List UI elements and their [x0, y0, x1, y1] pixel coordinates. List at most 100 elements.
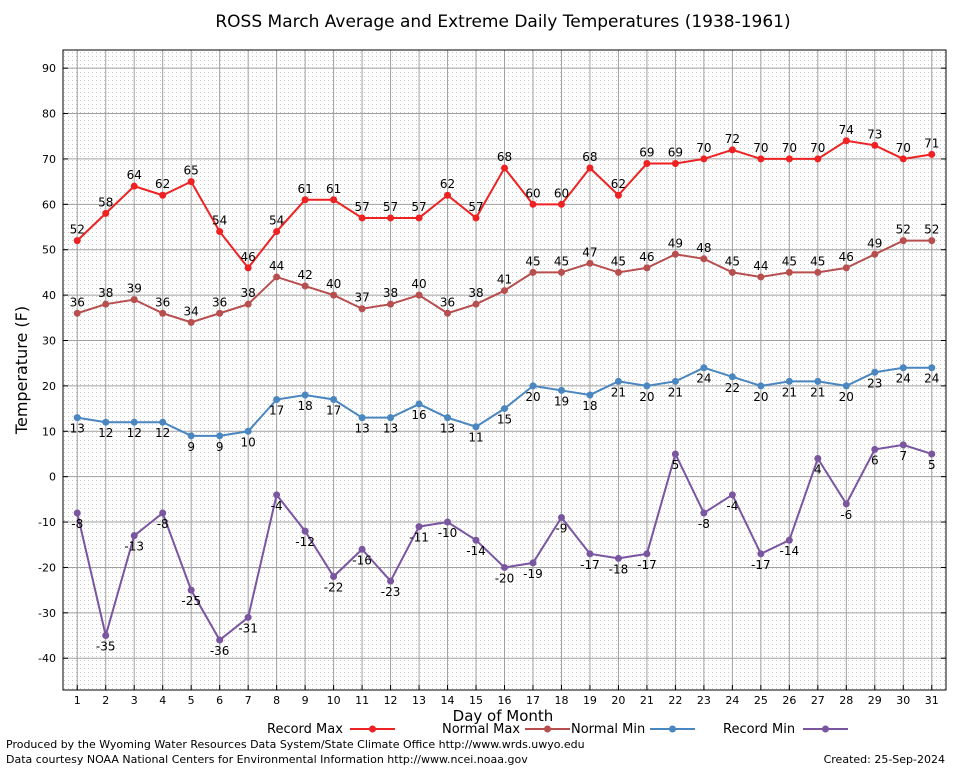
data-point	[102, 209, 110, 217]
data-point	[415, 214, 423, 222]
data-point	[130, 418, 138, 426]
data-point	[73, 309, 81, 317]
data-label: -13	[124, 540, 144, 554]
y-tick-label: 20	[42, 380, 56, 393]
data-point	[273, 396, 281, 404]
y-tick-label: 50	[42, 244, 56, 257]
data-label: 17	[269, 404, 284, 418]
footer-created-date: Created: 25-Sep-2024	[824, 753, 945, 766]
series-normal-max	[73, 237, 936, 326]
data-label: 40	[326, 277, 341, 291]
x-tick-label: 22	[668, 694, 682, 707]
data-point	[728, 268, 736, 276]
data-point	[643, 550, 651, 558]
data-label: -8	[698, 517, 710, 531]
x-tick-label: 29	[868, 694, 882, 707]
x-tick-label: 7	[245, 694, 252, 707]
data-point	[757, 550, 765, 558]
data-point	[842, 264, 850, 272]
data-label: 12	[98, 426, 113, 440]
data-point	[159, 509, 167, 517]
data-label: -10	[438, 526, 458, 540]
data-point	[130, 296, 138, 304]
y-tick-label: 0	[49, 471, 56, 484]
data-label: -22	[324, 581, 344, 595]
data-point	[501, 287, 508, 295]
data-label: 13	[440, 422, 455, 436]
data-point	[785, 155, 793, 163]
data-label: -23	[381, 585, 401, 599]
data-point	[244, 613, 252, 621]
series-record-min	[73, 441, 936, 644]
legend-item-record-max: Record Max	[267, 722, 395, 737]
data-label: 20	[639, 390, 654, 404]
x-tick-label: 8	[273, 694, 280, 707]
data-label: 24	[924, 372, 939, 386]
x-tick-label: 14	[441, 694, 455, 707]
data-label: 45	[782, 254, 797, 268]
data-label: 36	[212, 295, 227, 309]
data-point	[415, 523, 423, 531]
data-label: 19	[554, 394, 569, 408]
data-point	[842, 137, 850, 145]
data-label: 36	[155, 295, 170, 309]
data-label: 60	[525, 186, 540, 200]
data-point	[814, 268, 822, 276]
series	[73, 137, 936, 644]
data-point	[102, 632, 110, 640]
data-label: 24	[896, 372, 911, 386]
data-label: 22	[725, 381, 740, 395]
data-point	[444, 191, 452, 199]
x-tick-label: 11	[355, 694, 369, 707]
data-label: 11	[468, 431, 483, 445]
x-tick-label: 15	[469, 694, 483, 707]
data-label: -4	[726, 499, 738, 513]
data-label: 6	[871, 453, 879, 467]
data-label: 71	[924, 136, 939, 150]
data-point	[102, 300, 110, 308]
y-tick-label: -30	[38, 607, 56, 620]
x-tick-label: 17	[526, 694, 540, 707]
data-label: 9	[216, 440, 224, 454]
data-label: 46	[639, 250, 654, 264]
x-tick-label: 3	[131, 694, 138, 707]
data-point	[187, 432, 195, 440]
data-label: 65	[184, 164, 199, 178]
x-tick-label: 19	[583, 694, 597, 707]
data-label: 57	[354, 200, 369, 214]
data-label: 61	[297, 182, 312, 196]
data-point	[785, 377, 793, 385]
data-label: 45	[810, 254, 825, 268]
data-point	[586, 550, 594, 558]
data-point	[557, 268, 565, 276]
y-tick-label: 40	[42, 289, 56, 302]
series-normal-min	[73, 364, 936, 440]
data-point	[671, 250, 679, 258]
data-label: 46	[839, 250, 854, 264]
data-label: -6	[840, 508, 852, 522]
data-point	[700, 255, 708, 263]
data-label: 47	[582, 245, 597, 259]
data-label: 54	[269, 214, 284, 228]
data-point	[444, 414, 452, 422]
data-label: 4	[814, 463, 822, 477]
legend-marker	[369, 725, 376, 733]
data-point	[73, 509, 81, 517]
data-point	[700, 364, 708, 372]
data-point	[757, 382, 765, 390]
data-label: 45	[525, 254, 540, 268]
data-point	[415, 400, 423, 408]
legend-marker	[544, 725, 551, 733]
data-label: -14	[780, 544, 800, 558]
data-point	[73, 414, 81, 422]
x-tick-label: 6	[216, 694, 223, 707]
legend-item-normal-min: Normal Min	[571, 722, 695, 737]
data-label: 9	[187, 440, 195, 454]
data-point	[614, 191, 622, 199]
data-label: 48	[696, 241, 711, 255]
data-point	[244, 264, 252, 272]
data-label: 13	[70, 422, 85, 436]
